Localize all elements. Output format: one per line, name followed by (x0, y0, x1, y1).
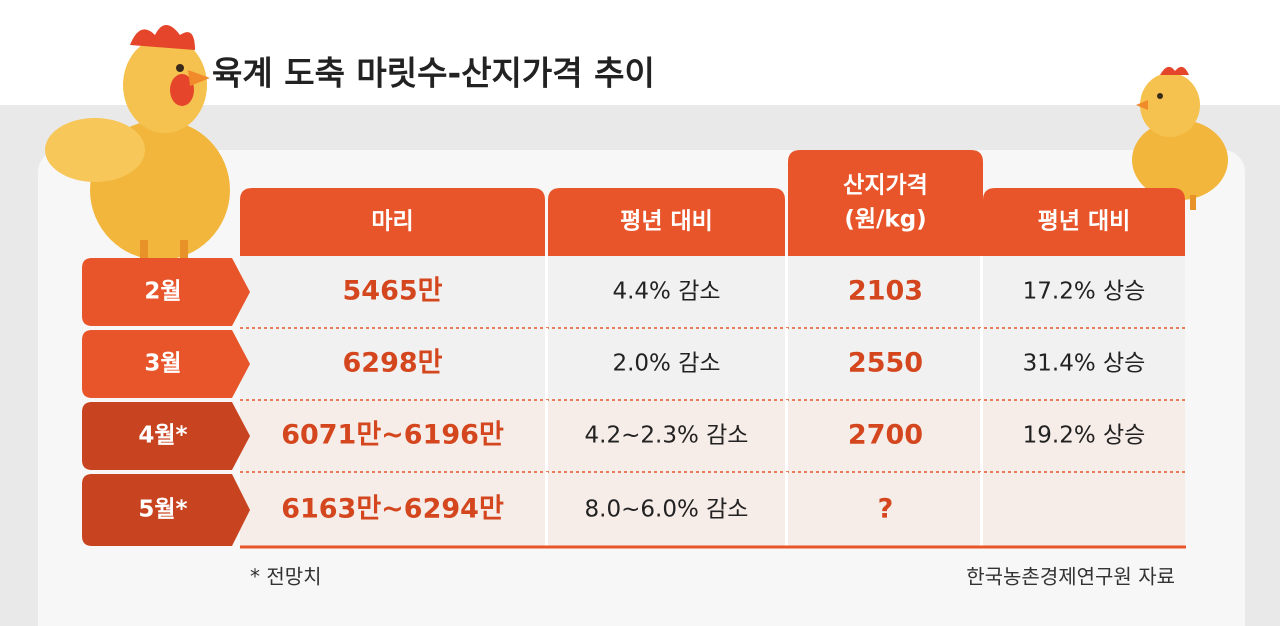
title: 육계 도축 마릿수-산지가격 추이 (212, 54, 655, 93)
cell: 19.2% 상승 (1023, 423, 1146, 449)
row-background (240, 256, 1185, 328)
cell: 4.4% 감소 (612, 279, 720, 305)
chicken-right (1132, 66, 1228, 210)
row-label: 4월* (138, 423, 187, 449)
header-tab (983, 188, 1185, 256)
footnote: * 전망치 (250, 565, 322, 589)
header-label: 평년 대비 (1038, 209, 1131, 235)
row-background (240, 472, 1185, 548)
cell: ? (878, 494, 894, 525)
cell: 31.4% 상승 (1023, 351, 1146, 377)
cell: 17.2% 상승 (1023, 279, 1146, 305)
cell: 6071만~6196만 (281, 420, 504, 451)
header-label: (원/kg) (844, 207, 926, 233)
chicken-left (45, 25, 230, 262)
row-label-tab (82, 330, 250, 398)
header-label: 마리 (371, 209, 413, 235)
row-label-tab (82, 402, 250, 470)
row-label: 3월 (144, 351, 181, 377)
cell: 5465만 (343, 276, 443, 307)
cell: 2.0% 감소 (612, 351, 720, 377)
row-label: 5월* (138, 497, 187, 523)
cell: 4.2~2.3% 감소 (585, 423, 749, 449)
header-tab (548, 188, 785, 256)
source: 한국농촌경제연구원 자료 (966, 565, 1175, 589)
row-background (240, 400, 1185, 472)
row-label-tab (82, 258, 250, 326)
cell: 2550 (848, 348, 923, 379)
header-label: 평년 대비 (620, 209, 713, 235)
row-label: 2월 (144, 279, 181, 305)
cell: 6163만~6294만 (281, 494, 504, 525)
cell: 8.0~6.0% 감소 (585, 497, 749, 523)
row-background (240, 328, 1185, 400)
header-label: 산지가격 (843, 173, 928, 199)
header-tab (240, 188, 545, 256)
header-tab (788, 150, 983, 256)
cell: 2103 (848, 276, 923, 307)
row-label-tab (82, 474, 250, 546)
cell: 2700 (848, 420, 923, 451)
cell: 6298만 (343, 348, 443, 379)
